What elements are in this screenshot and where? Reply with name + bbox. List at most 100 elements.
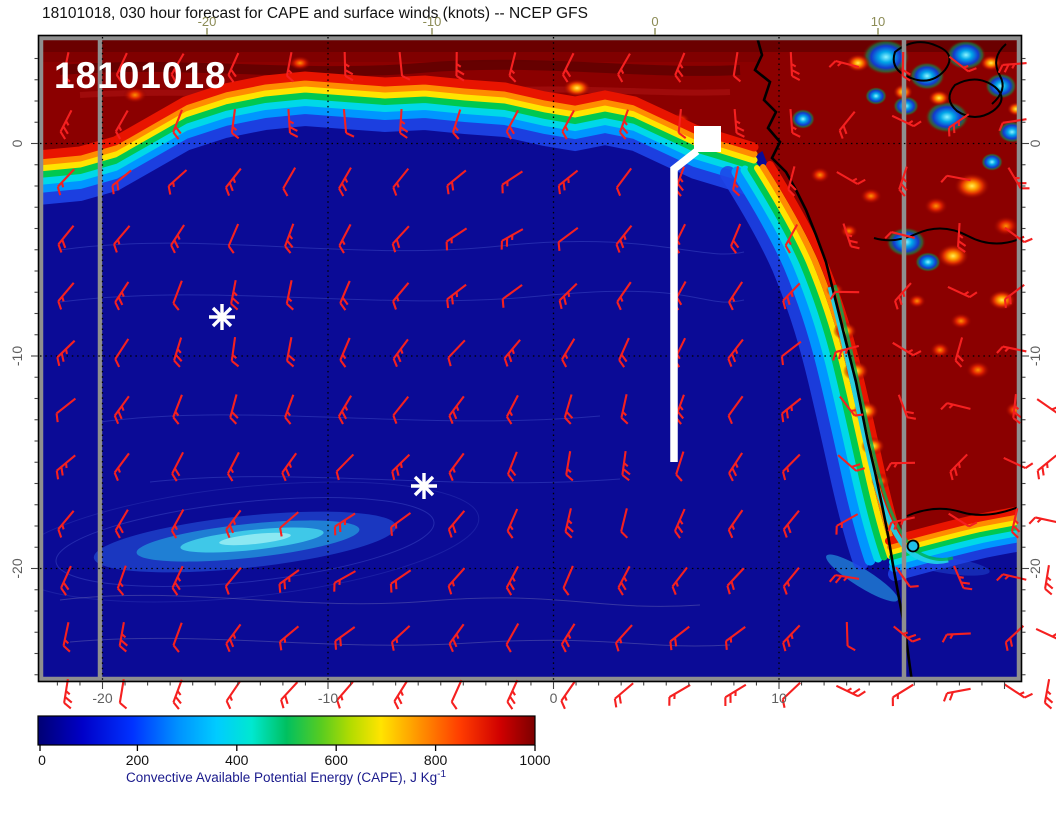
wind-barb xyxy=(832,344,860,361)
wind-barb xyxy=(114,281,130,311)
wind-barb xyxy=(781,453,801,481)
wind-barb xyxy=(782,510,800,538)
wind-barb xyxy=(782,567,800,595)
wind-barb-layer xyxy=(55,51,1056,710)
wind-barb xyxy=(954,337,964,368)
wind-barb xyxy=(617,53,631,83)
wind-barb xyxy=(947,285,978,299)
wind-barb xyxy=(618,337,630,368)
wind-barb xyxy=(282,167,297,197)
wind-barb xyxy=(505,394,519,425)
wind-barb xyxy=(674,166,686,197)
wind-barb xyxy=(898,166,908,197)
wind-barb xyxy=(505,109,519,140)
wind-barb xyxy=(171,451,185,482)
wind-barb xyxy=(839,395,864,417)
top-tick-label: 0 xyxy=(651,14,658,29)
wind-barb xyxy=(59,109,73,140)
africa-coastline xyxy=(753,37,1020,680)
wind-barb xyxy=(62,622,71,653)
wind-barb xyxy=(730,223,742,254)
wind-barb xyxy=(621,450,631,482)
marker-asterisk-1 xyxy=(209,304,235,330)
wind-barb xyxy=(506,451,518,482)
marker-asterisk-2 xyxy=(411,473,437,499)
wind-barb xyxy=(116,565,127,596)
wind-barb xyxy=(949,453,968,481)
wind-barb xyxy=(279,511,299,537)
top-tick-label: 10 xyxy=(871,14,885,29)
wind-barb xyxy=(118,678,128,710)
wind-barb xyxy=(392,338,409,368)
wind-barb xyxy=(172,622,183,653)
wind-barb xyxy=(56,339,76,367)
wind-barb xyxy=(789,108,801,138)
wind-barb xyxy=(230,280,240,311)
wind-barb xyxy=(838,111,856,139)
wind-barb xyxy=(450,679,463,710)
wind-barb xyxy=(620,394,629,425)
wind-barb xyxy=(891,114,922,128)
wind-barb xyxy=(615,224,633,253)
wind-barb xyxy=(1012,393,1022,425)
wind-barb xyxy=(57,510,75,538)
wind-barb xyxy=(1010,508,1021,539)
wind-barb xyxy=(448,395,465,425)
wind-barb xyxy=(172,109,183,140)
bottom-tick-label: 0 xyxy=(550,690,558,706)
wind-barb xyxy=(787,166,797,197)
wind-barb xyxy=(172,280,183,311)
wind-barb xyxy=(733,108,745,138)
wind-barb xyxy=(398,51,411,81)
wind-barb xyxy=(671,566,688,596)
coastal-gradient-fringe xyxy=(720,161,907,570)
wind-barb xyxy=(225,509,242,539)
wind-barb xyxy=(63,678,73,710)
wind-barb xyxy=(118,622,129,653)
colorbar-tick-label: 400 xyxy=(225,752,249,768)
left-tick-label: -10 xyxy=(9,346,25,366)
wind-barb xyxy=(837,454,865,472)
colorbar: 0 200 400 600 800 1000 Convective Availa… xyxy=(37,715,551,785)
wind-barb xyxy=(333,512,356,536)
wind-barb xyxy=(901,51,911,82)
wind-barb xyxy=(1043,679,1054,710)
wind-barb xyxy=(113,452,130,482)
wind-barb xyxy=(668,684,691,706)
wind-barb xyxy=(505,623,520,653)
wind-barb xyxy=(1036,398,1056,414)
wind-barb xyxy=(897,394,917,420)
wind-barb xyxy=(285,280,294,311)
wind-barb xyxy=(1003,683,1033,699)
wind-barb xyxy=(342,108,355,138)
wind-barb xyxy=(390,625,411,651)
wind-barb xyxy=(558,282,578,310)
wind-barb xyxy=(392,282,410,310)
wind-barb xyxy=(842,223,860,250)
wind-barb xyxy=(391,225,410,253)
colorbar-tick-label: 0 xyxy=(38,752,46,768)
wind-barb xyxy=(674,508,686,539)
wind-barb xyxy=(732,166,741,197)
wind-barb xyxy=(284,223,295,254)
wind-barb xyxy=(780,340,802,366)
wind-barb xyxy=(563,394,574,425)
wind-barb xyxy=(615,167,633,197)
wind-barb xyxy=(398,108,409,139)
wind-barb xyxy=(560,623,576,653)
wind-barb xyxy=(506,679,519,710)
wind-barb xyxy=(892,341,922,357)
wind-barb xyxy=(335,453,355,481)
wind-barb xyxy=(956,222,967,253)
wind-barb xyxy=(170,224,185,254)
wind-barb xyxy=(225,680,242,710)
wind-barb xyxy=(557,169,579,195)
wind-barb xyxy=(782,624,801,652)
itcz-core-dark-strip xyxy=(40,37,1020,52)
wind-barb xyxy=(278,625,300,651)
wind-barb xyxy=(727,509,744,539)
wind-barb xyxy=(617,565,631,596)
wind-barb xyxy=(675,451,685,482)
right-tick-label: -20 xyxy=(1027,558,1043,578)
